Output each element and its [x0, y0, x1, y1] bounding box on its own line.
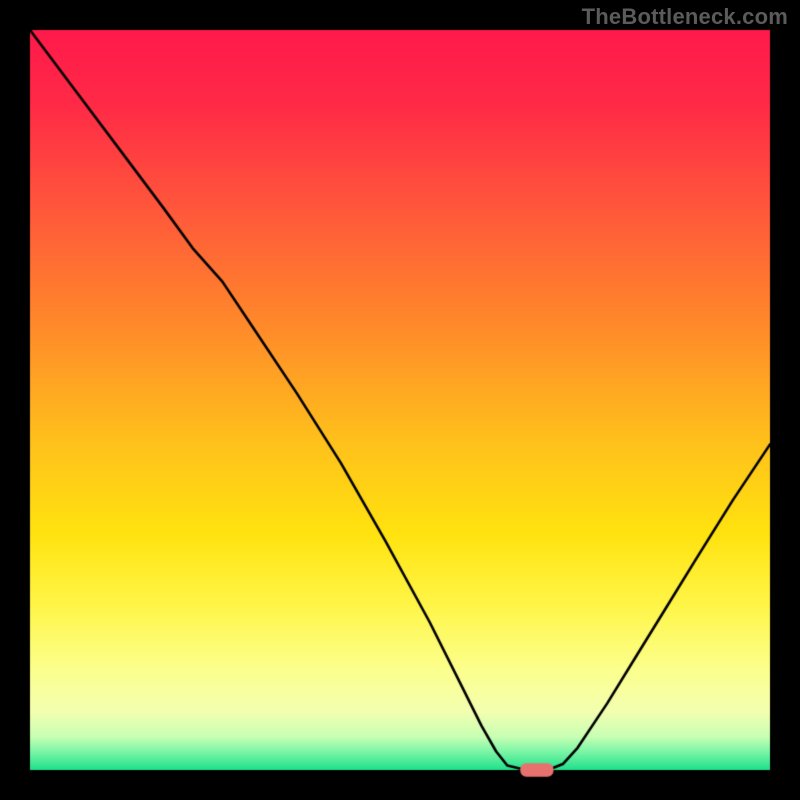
watermark-text: TheBottleneck.com: [582, 4, 788, 30]
bottleneck-curve-chart: [0, 0, 800, 800]
chart-frame: TheBottleneck.com: [0, 0, 800, 800]
